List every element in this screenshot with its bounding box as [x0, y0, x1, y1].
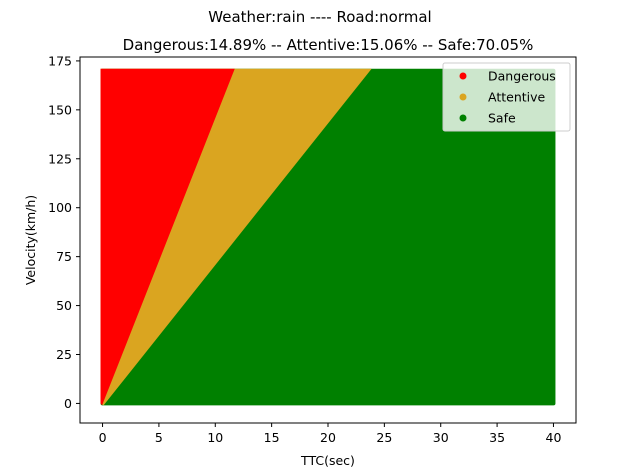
y-tick-label: 0 — [64, 396, 72, 411]
y-tick-label: 100 — [48, 200, 72, 215]
x-axis-ticks: 0 5 10 15 20 25 30 35 40 — [99, 423, 562, 445]
legend-label-safe: Safe — [488, 111, 516, 126]
region-dangerous — [100, 68, 235, 406]
y-tick-label: 75 — [56, 249, 72, 264]
y-tick-label: 50 — [56, 298, 72, 313]
legend-marker-dangerous — [459, 72, 467, 80]
legend-label-dangerous: Dangerous — [488, 69, 556, 84]
x-tick-label: 10 — [207, 430, 223, 445]
legend-label-attentive: Attentive — [488, 90, 546, 105]
x-axis-label: TTC(sec) — [300, 453, 355, 468]
x-tick-label: 35 — [489, 430, 505, 445]
chart-suptitle: Weather:rain ---- Road:normal — [208, 8, 431, 26]
x-tick-label: 25 — [376, 430, 392, 445]
y-tick-label: 150 — [48, 102, 72, 117]
x-tick-label: 15 — [264, 430, 280, 445]
x-tick-label: 40 — [546, 430, 562, 445]
y-tick-label: 25 — [56, 347, 72, 362]
x-tick-label: 20 — [320, 430, 336, 445]
chart-title: Dangerous:14.89% -- Attentive:15.06% -- … — [123, 36, 534, 54]
legend-frame — [442, 62, 571, 132]
y-axis-label: Velocity(km/h) — [23, 195, 38, 285]
legend-marker-safe — [459, 114, 467, 122]
legend: Dangerous Attentive Safe — [442, 62, 571, 132]
x-tick-label: 0 — [99, 430, 107, 445]
x-tick-label: 5 — [155, 430, 163, 445]
x-tick-label: 30 — [433, 430, 449, 445]
y-tick-label: 125 — [48, 151, 72, 166]
plot-regions — [100, 68, 556, 406]
legend-marker-attentive — [459, 93, 467, 101]
y-tick-label: 175 — [48, 53, 72, 68]
y-axis-ticks: 0 25 50 75 100 125 150 175 — [48, 53, 80, 411]
